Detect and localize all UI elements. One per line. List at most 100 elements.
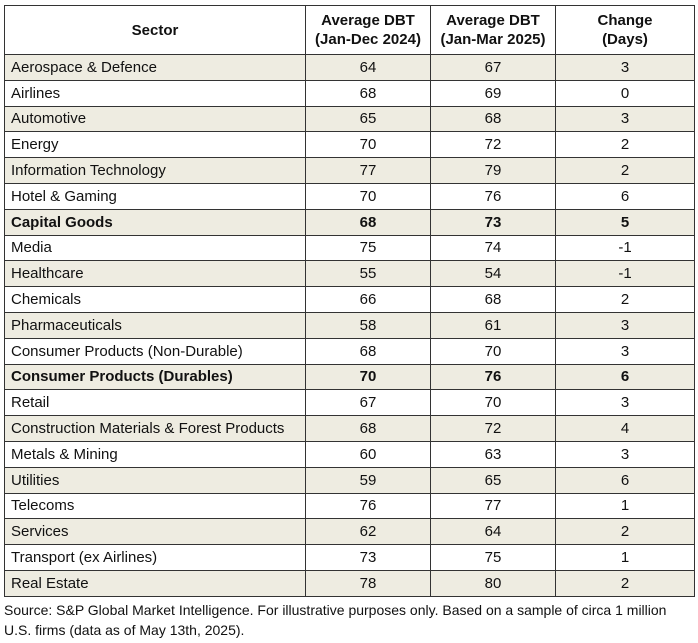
table-row: Airlines 68 69 0	[4, 79, 695, 107]
table-row: Aerospace & Defence 64 67 3	[4, 54, 695, 81]
value-cell: 3	[555, 105, 695, 133]
table-body: Aerospace & Defence 64 67 3 Airlines 68 69 0 Aut…	[4, 54, 695, 597]
sector-cell: Media	[4, 234, 306, 262]
header-line: Average DBT	[446, 12, 540, 29]
value-cell: 77	[430, 492, 556, 520]
value-cell: 67	[430, 54, 556, 81]
value-cell: 6	[555, 363, 695, 391]
value-cell: 3	[555, 389, 695, 417]
value-cell: 73	[305, 544, 431, 571]
sector-cell: Transport (ex Airlines)	[4, 544, 306, 571]
value-cell: 68	[305, 208, 431, 236]
value-cell: 65	[305, 105, 431, 133]
value-cell: 70	[305, 182, 431, 210]
sector-cell: Telecoms	[4, 492, 306, 520]
table-row: Real Estate 78 80 2	[4, 569, 695, 597]
value-cell: 6	[555, 182, 695, 210]
value-cell: 3	[555, 54, 695, 81]
table-row: Retail 67 70 3	[4, 389, 695, 417]
sector-cell: Energy	[4, 131, 306, 159]
header-line: (Days)	[602, 31, 648, 48]
sector-cell: Pharmaceuticals	[4, 311, 306, 339]
sector-cell: Retail	[4, 389, 306, 417]
value-cell: 78	[305, 569, 431, 597]
header-cell: Average DBT (Jan-Dec 2024)	[305, 5, 431, 55]
value-cell: 65	[430, 466, 556, 494]
value-cell: -1	[555, 234, 695, 262]
sector-cell: Consumer Products (Non-Durable)	[4, 337, 306, 365]
value-cell: 73	[430, 208, 556, 236]
value-cell: 63	[430, 440, 556, 468]
table-row: Utilities 59 65 6	[4, 466, 695, 494]
value-cell: 68	[305, 79, 431, 107]
table-row: Consumer Products (Non-Durable) 68 70 3	[4, 337, 695, 365]
value-cell: 76	[430, 363, 556, 391]
value-cell: 80	[430, 569, 556, 597]
value-cell: 2	[555, 131, 695, 159]
table-container: Sector Average DBT (Jan-Dec 2024) Average D…	[4, 5, 695, 640]
sector-cell: Capital Goods	[4, 208, 306, 236]
header-line: Average DBT	[321, 12, 415, 29]
sector-cell: Utilities	[4, 466, 306, 494]
sector-cell: Hotel & Gaming	[4, 182, 306, 210]
sector-cell: Construction Materials & Forest Products	[4, 415, 306, 442]
value-cell: 1	[555, 492, 695, 520]
value-cell: 2	[555, 157, 695, 184]
value-cell: 68	[305, 337, 431, 365]
value-cell: 70	[430, 389, 556, 417]
value-cell: 61	[430, 311, 556, 339]
value-cell: -1	[555, 260, 695, 288]
value-cell: 3	[555, 440, 695, 468]
value-cell: 70	[430, 337, 556, 365]
value-cell: 69	[430, 79, 556, 107]
header-cell: Average DBT (Jan-Mar 2025)	[430, 5, 556, 55]
table-row: Transport (ex Airlines) 73 75 1	[4, 544, 695, 571]
table-row: Healthcare 55 54 -1	[4, 260, 695, 288]
table-row: Services 62 64 2	[4, 518, 695, 546]
source-note: Source: S&P Global Market Intelligence. …	[4, 601, 667, 638]
value-cell: 74	[430, 234, 556, 262]
value-cell: 68	[430, 286, 556, 313]
sector-cell: Chemicals	[4, 286, 306, 313]
value-cell: 54	[430, 260, 556, 288]
dbt-table: Sector Average DBT (Jan-Dec 2024) Average D…	[4, 5, 695, 597]
table-row: Capital Goods 68 73 5	[4, 208, 695, 236]
value-cell: 68	[430, 105, 556, 133]
value-cell: 68	[305, 415, 431, 442]
value-cell: 77	[305, 157, 431, 184]
table-row: Telecoms 76 77 1	[4, 492, 695, 520]
sector-cell: Metals & Mining	[4, 440, 306, 468]
table-row: Hotel & Gaming 70 76 6	[4, 182, 695, 210]
value-cell: 2	[555, 286, 695, 313]
table-row: Consumer Products (Durables) 70 76 6	[4, 363, 695, 391]
header-line: (Jan-Mar 2025)	[440, 31, 546, 48]
value-cell: 60	[305, 440, 431, 468]
header-line: Change	[597, 12, 653, 29]
header-line: (Jan-Dec 2024)	[315, 31, 421, 48]
value-cell: 5	[555, 208, 695, 236]
value-cell: 76	[430, 182, 556, 210]
value-cell: 76	[305, 492, 431, 520]
sector-cell: Automotive	[4, 105, 306, 133]
value-cell: 67	[305, 389, 431, 417]
value-cell: 70	[305, 363, 431, 391]
value-cell: 70	[305, 131, 431, 159]
value-cell: 62	[305, 518, 431, 546]
sector-cell: Real Estate	[4, 569, 306, 597]
table-row: Chemicals 66 68 2	[4, 286, 695, 313]
table-row: Construction Materials & Forest Products…	[4, 415, 695, 442]
value-cell: 3	[555, 337, 695, 365]
value-cell: 64	[305, 54, 431, 81]
table-row: Information Technology 77 79 2	[4, 157, 695, 184]
table-row: Media 75 74 -1	[4, 234, 695, 262]
header-row: Sector Average DBT (Jan-Dec 2024) Average D…	[4, 5, 695, 55]
sector-cell: Airlines	[4, 79, 306, 107]
table-row: Metals & Mining 60 63 3	[4, 440, 695, 468]
value-cell: 1	[555, 544, 695, 571]
value-cell: 0	[555, 79, 695, 107]
value-cell: 2	[555, 569, 695, 597]
sector-cell: Aerospace & Defence	[4, 54, 306, 81]
header-cell: Sector	[4, 5, 306, 55]
table-row: Pharmaceuticals 58 61 3	[4, 311, 695, 339]
sector-cell: Consumer Products (Durables)	[4, 363, 306, 391]
